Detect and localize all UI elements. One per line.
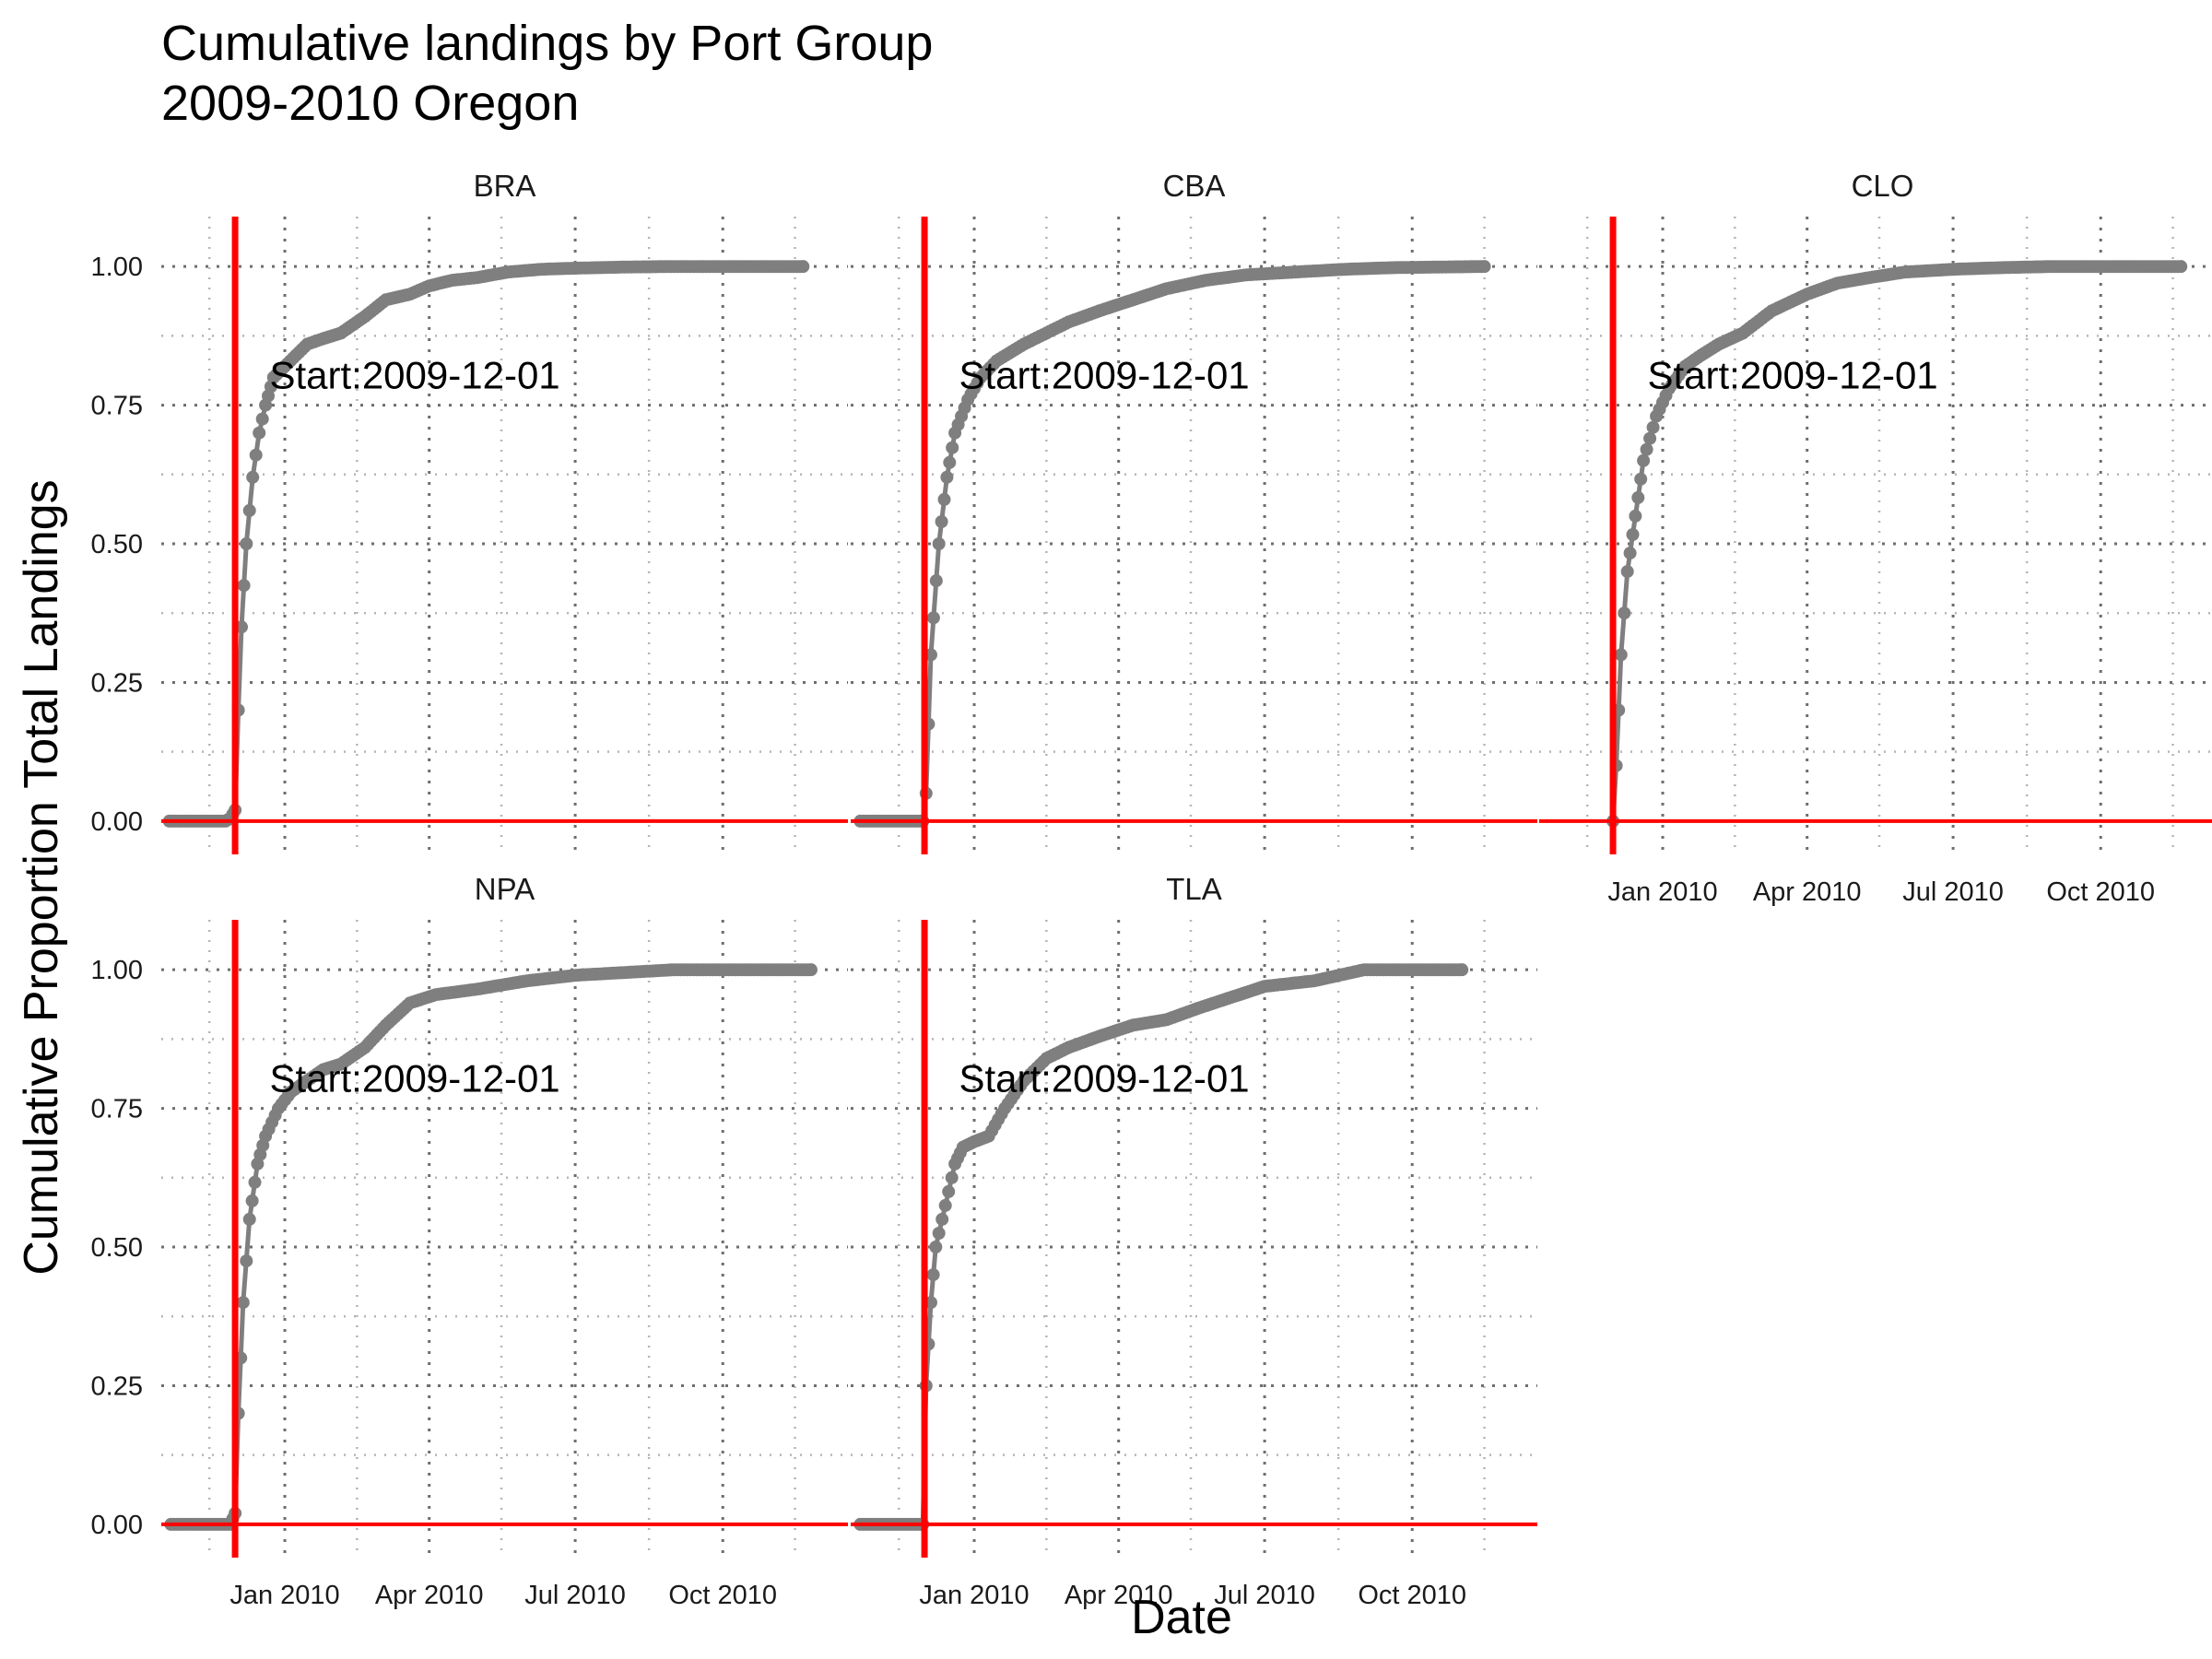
data-point	[255, 412, 269, 426]
data-point	[1618, 606, 1631, 620]
data-point	[929, 574, 943, 588]
y-tick-label: 0.75	[91, 1095, 143, 1124]
x-tick-label: Jul 2010	[1902, 877, 2004, 907]
y-tick-label: 0.25	[91, 668, 143, 698]
data-point	[935, 515, 948, 528]
data-point	[932, 1227, 946, 1240]
y-tick-label: 1.00	[91, 253, 143, 282]
panel-tla: TLA Jan 2010 Apr 2010 Jul 2010 Oct 2010 Start…	[851, 872, 1537, 1610]
y-tick-label: 1.00	[91, 956, 143, 985]
data-point	[1643, 431, 1657, 445]
data-point	[1629, 509, 1642, 523]
x-tick-label: Apr 2010	[375, 1581, 484, 1610]
x-tick-label: Apr 2010	[1753, 877, 1862, 907]
chart-subtitle: 2009-2010 Oregon	[161, 76, 579, 131]
data-point	[2174, 260, 2188, 274]
x-tick-label: Jan 2010	[229, 1581, 339, 1610]
panel-bra: BRA 0.00 0.25 0.50 0.75 1.00 Start:2009-12-01	[91, 169, 848, 854]
data-point	[938, 1198, 952, 1212]
chart-title: Cumulative landings by Port Group	[161, 16, 933, 71]
y-tick-label: 0.75	[91, 392, 143, 421]
data-point	[804, 963, 818, 977]
data-point	[942, 1184, 956, 1198]
data-point	[240, 537, 253, 550]
data-point	[926, 1268, 940, 1282]
x-tick-label: Oct 2010	[1358, 1581, 1466, 1610]
data-point	[943, 455, 957, 469]
x-tick-label: Oct 2010	[2046, 877, 2155, 907]
start-annotation: Start:2009-12-01	[269, 1057, 559, 1100]
data-point	[242, 503, 256, 517]
data-point	[932, 537, 946, 550]
data-point	[1623, 547, 1637, 560]
data-point	[1626, 528, 1640, 541]
data-point	[1455, 963, 1469, 977]
start-annotation: Start:2009-12-01	[1647, 354, 1937, 397]
data-point	[242, 1212, 256, 1226]
data-point	[246, 470, 260, 484]
x-tick-label: Jul 2010	[524, 1581, 626, 1610]
y-tick-label: 0.25	[91, 1371, 143, 1401]
facet-panels: BRA0.000.250.500.751.00Start:2009-12-01C…	[91, 169, 2212, 1610]
x-axis-title: Date	[1131, 1591, 1232, 1644]
start-annotation: Start:2009-12-01	[269, 354, 559, 397]
data-point	[929, 1241, 943, 1253]
y-tick-label: 0.50	[91, 1233, 143, 1263]
data-point	[248, 1175, 262, 1189]
panel-npa: NPA 0.00 0.25 0.50 0.75 1.00 Jan 2010 Apr 2010 J…	[91, 872, 848, 1610]
y-axis-title: Cumulative Proportion Total Landings	[15, 479, 68, 1275]
data-point	[945, 1171, 959, 1184]
data-point	[937, 492, 951, 506]
x-tick-label: Jan 2010	[919, 1581, 1029, 1610]
data-point	[1640, 442, 1653, 456]
data-point	[237, 579, 251, 593]
panel-clo: CLO Jan 2010 Apr 2010 Jul 2010 Oct 2010 Start…	[1539, 169, 2212, 907]
data-point	[1620, 565, 1634, 579]
data-point	[245, 1194, 259, 1207]
x-tick-label: Jan 2010	[1607, 877, 1717, 907]
data-point	[236, 1296, 250, 1310]
y-tick-label: 0.00	[91, 807, 143, 837]
data-point	[1646, 420, 1660, 434]
data-point	[1631, 490, 1645, 504]
facet-label: BRA	[474, 169, 536, 203]
data-point	[240, 1254, 253, 1268]
facet-label: CLO	[1852, 169, 1914, 203]
data-point	[796, 260, 810, 274]
start-annotation: Start:2009-12-01	[959, 354, 1249, 397]
data-point	[946, 441, 959, 454]
facet-label: CBA	[1163, 169, 1226, 203]
start-annotation: Start:2009-12-01	[959, 1057, 1249, 1100]
y-tick-label: 0.00	[91, 1511, 143, 1540]
facet-label: NPA	[475, 872, 535, 906]
data-point	[940, 470, 954, 484]
data-point	[926, 611, 940, 625]
x-tick-label: Oct 2010	[668, 1581, 777, 1610]
data-point	[1477, 260, 1491, 274]
y-tick-label: 0.50	[91, 530, 143, 559]
data-point	[1637, 453, 1651, 467]
data-point	[1614, 648, 1628, 662]
cumulative-series-line	[169, 264, 804, 824]
data-point	[1634, 472, 1648, 486]
panel-cba: CBA Start:2009-12-01	[851, 169, 1537, 854]
data-point	[935, 1212, 949, 1226]
data-point	[249, 448, 263, 462]
x-tick-label: Apr 2010	[1065, 1581, 1173, 1610]
facet-label: TLA	[1166, 872, 1222, 906]
data-point	[253, 426, 266, 440]
x-tick-label: Jul 2010	[1214, 1581, 1315, 1610]
